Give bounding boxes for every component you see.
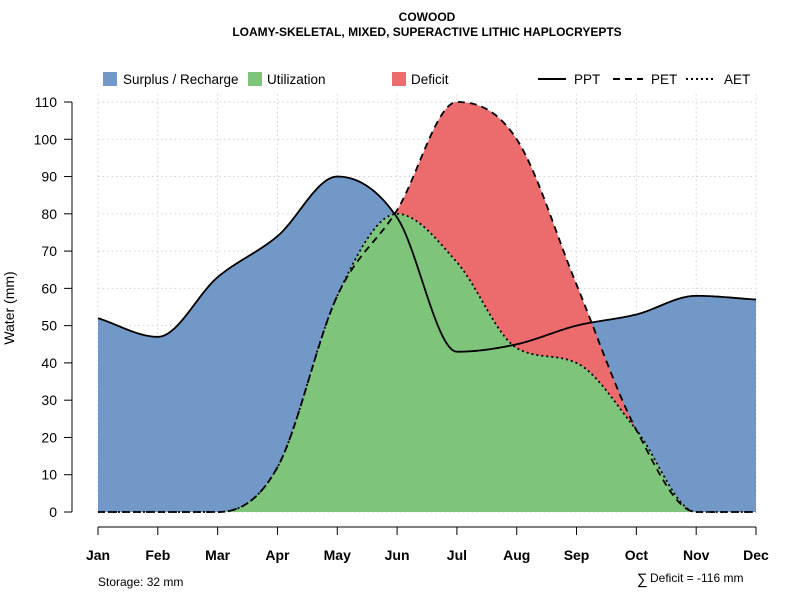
y-tick-label: 70 [41,243,57,259]
area-fills [98,102,756,513]
legend-swatch-utilization [248,72,262,86]
legend-label-pet: PET [651,72,677,87]
x-tick-label: Apr [265,547,290,563]
y-tick-label: 40 [41,355,57,371]
utilization-area [98,213,756,512]
x-tick-label: Mar [205,547,230,563]
axes: 0 10 20 30 40 50 60 70 80 90 100 110 Jan Feb Mar Apr May… [34,94,769,563]
x-tick-label: Aug [503,547,530,563]
x-tick-label: Sep [564,547,590,563]
y-tick-label: 110 [35,94,58,110]
x-tick-label: Feb [145,547,170,563]
x-tick-label: Jun [385,547,410,563]
x-tick-label: Jul [447,547,467,563]
y-tick-label: 100 [34,131,58,147]
y-tick-label: 80 [41,206,57,222]
deficit-note: Deficit = -116 mm [650,571,743,585]
storage-note: Storage: 32 mm [98,575,183,589]
y-tick-label: 20 [41,429,57,445]
series-lines [97,101,757,513]
legend-label-utilization: Utilization [267,72,326,87]
chart-title: COWOOD [399,10,456,24]
y-axis-title: Water (mm) [1,271,17,344]
legend-swatch-surplus [103,72,117,86]
legend-label-surplus: Surplus / Recharge [123,72,239,87]
x-tick-label: May [324,547,351,563]
deficit-area [98,102,756,512]
legend-label-ppt: PPT [574,72,600,87]
chart-subtitle: LOAMY-SKELETAL, MIXED, SUPERACTIVE LITHI… [232,25,621,39]
y-tick-label: 50 [41,318,57,334]
y-tick-label: 10 [41,467,57,483]
x-tick-label: Jan [86,547,110,563]
legend-label-deficit: Deficit [411,72,449,87]
y-tick-label: 30 [41,392,57,408]
y-tick-label: 60 [41,280,57,296]
legend: Surplus / Recharge Utilization Deficit P… [103,72,750,87]
pet-line [98,101,756,513]
ppt-line [97,175,757,353]
sum-symbol: ∑ [637,571,648,588]
x-tick-label: Nov [683,547,710,563]
x-tick-label: Oct [625,547,649,563]
legend-label-aet: AET [724,72,750,87]
y-tick-label: 0 [49,504,57,520]
legend-swatch-deficit [392,72,406,86]
y-tick-label: 90 [41,169,57,185]
x-tick-label: Dec [743,547,769,563]
